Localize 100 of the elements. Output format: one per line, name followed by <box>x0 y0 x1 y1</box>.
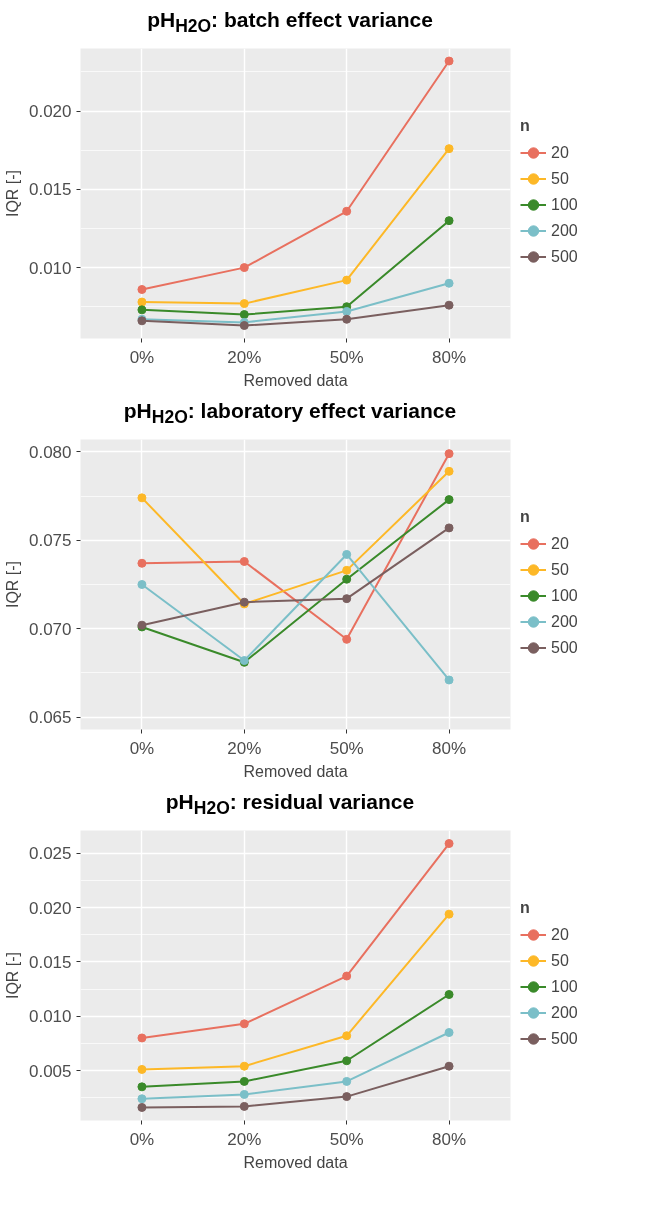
legend-label: 100 <box>551 585 578 606</box>
legend-title: n <box>520 898 531 917</box>
point <box>239 321 249 330</box>
x-axis-title: Removed data <box>243 762 348 780</box>
point <box>239 557 249 566</box>
y-tick-label: 0.070 <box>28 619 72 639</box>
legend-label: 20 <box>551 924 570 945</box>
x-tick-label: 80% <box>432 738 467 758</box>
y-tick-label: 0.010 <box>28 1007 72 1027</box>
point <box>137 1102 147 1112</box>
point <box>239 1089 249 1099</box>
y-tick-label: 0.005 <box>28 1061 72 1081</box>
point <box>444 1061 454 1071</box>
x-tick-label: 0% <box>129 1129 155 1149</box>
point <box>444 1028 454 1038</box>
legend-title: n <box>520 116 531 135</box>
point <box>342 634 352 644</box>
legend-label: 50 <box>551 559 570 580</box>
legend-label: 200 <box>551 220 578 241</box>
legend-title: n <box>520 507 531 526</box>
legend-label: 200 <box>551 611 578 632</box>
x-tick-label: 80% <box>432 1129 467 1149</box>
x-tick-label: 50% <box>329 738 364 758</box>
legend-label: 500 <box>551 637 578 658</box>
point <box>239 1101 249 1111</box>
point <box>239 1061 249 1071</box>
legend-label: 20 <box>551 142 570 163</box>
point <box>342 574 352 584</box>
point <box>444 56 454 66</box>
point <box>444 278 454 288</box>
x-tick-label: 20% <box>227 738 262 758</box>
x-tick-label: 0% <box>129 738 155 758</box>
point <box>342 314 352 324</box>
y-tick-label: 0.025 <box>28 844 72 864</box>
point <box>342 594 352 604</box>
point <box>444 990 454 999</box>
y-tick-label: 0.020 <box>28 102 72 122</box>
point <box>342 1076 352 1086</box>
point <box>137 1033 147 1043</box>
x-tick-label: 20% <box>227 347 262 367</box>
point <box>342 306 352 316</box>
point <box>444 449 454 459</box>
point <box>444 216 454 226</box>
point <box>342 206 352 216</box>
y-tick-label: 0.020 <box>28 898 72 918</box>
point <box>342 565 352 575</box>
point <box>342 1031 352 1041</box>
x-tick-label: 50% <box>329 347 364 367</box>
point <box>239 299 249 309</box>
x-axis-title: Removed data <box>243 1153 348 1171</box>
x-axis-title: Removed data <box>243 371 348 389</box>
point <box>342 275 352 285</box>
y-tick-label: 0.075 <box>28 531 72 551</box>
point <box>137 297 147 307</box>
point <box>444 466 454 476</box>
chart-title: pH$_{H2O}$: laboratory effect variance <box>122 398 458 430</box>
legend-label: 100 <box>551 194 578 215</box>
x-tick-label: 20% <box>227 1129 262 1149</box>
y-tick-label: 0.065 <box>28 708 72 728</box>
legend-label: 50 <box>551 168 570 189</box>
point <box>342 1092 352 1102</box>
point <box>137 493 147 503</box>
point <box>444 675 454 685</box>
point <box>137 1064 147 1074</box>
y-axis-title: IQR [-] <box>3 951 21 1000</box>
point <box>137 305 147 315</box>
point <box>342 549 352 559</box>
point <box>444 839 454 849</box>
point <box>239 1019 249 1029</box>
point <box>444 495 454 505</box>
legend-label: 50 <box>551 950 570 971</box>
legend-label: 500 <box>551 1028 578 1049</box>
y-axis-title: IQR [-] <box>3 560 21 609</box>
point <box>342 971 352 981</box>
legend-label: 100 <box>551 976 578 997</box>
point <box>239 310 249 320</box>
y-axis-title: IQR [-] <box>3 169 21 218</box>
legend-label: 500 <box>551 246 578 267</box>
point <box>137 580 147 589</box>
y-tick-label: 0.080 <box>28 442 72 462</box>
point <box>342 1056 352 1066</box>
point <box>239 263 249 273</box>
point <box>137 1094 147 1104</box>
point <box>444 523 454 533</box>
point <box>239 1076 249 1086</box>
point <box>137 1082 147 1092</box>
point <box>137 285 147 295</box>
legend-label: 200 <box>551 1002 578 1023</box>
legend-label: 20 <box>551 533 570 554</box>
point <box>444 144 454 154</box>
x-tick-label: 80% <box>432 347 467 367</box>
point <box>444 909 454 919</box>
y-tick-label: 0.015 <box>28 180 72 200</box>
chart-title: pH$_{H2O}$: batch effect variance <box>146 7 434 39</box>
x-tick-label: 50% <box>329 1129 364 1149</box>
chart-title: pH$_{H2O}$: residual variance <box>164 789 416 821</box>
point <box>137 558 147 568</box>
y-tick-label: 0.010 <box>28 258 72 278</box>
point <box>444 300 454 310</box>
y-tick-label: 0.015 <box>28 952 72 972</box>
